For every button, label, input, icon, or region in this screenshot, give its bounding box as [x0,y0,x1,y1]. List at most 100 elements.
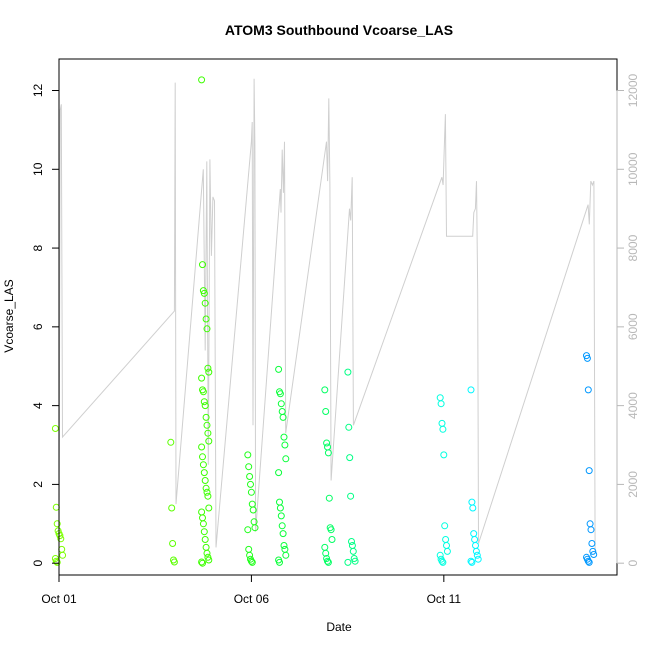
data-points [51,76,598,567]
data-point [469,504,477,512]
data-point [249,506,257,514]
data-point [200,528,208,536]
data-point [437,400,445,408]
data-point [201,299,209,307]
y-axis-right: 0 2000 4000 6000 8000 10000 12000 [616,73,640,567]
data-point [322,408,330,415]
data-point [474,555,482,563]
data-point [199,520,207,528]
overlay-line [58,78,596,552]
data-point [275,365,283,373]
data-point [244,526,252,534]
y2-tick-label: 4000 [626,392,640,419]
data-point [472,542,479,549]
x-tick-label: Oct 01 [41,592,77,606]
data-point [248,558,256,566]
data-point [325,494,333,502]
data-point [200,289,208,297]
data-point [203,549,211,557]
data-point [468,498,476,506]
data-point [52,503,60,511]
data-point [200,398,208,406]
data-point [170,558,178,566]
y-tick-label: 10 [31,162,45,176]
x-tick-label: Oct 11 [427,592,462,606]
data-point [321,543,329,551]
data-point [198,558,206,566]
data-point [202,543,210,551]
data-point [245,545,253,553]
data-point [327,526,335,534]
data-point [53,558,61,566]
y2-tick-label: 8000 [626,234,640,261]
data-point [443,542,450,549]
overlay-series [58,78,596,552]
data-point [247,480,254,488]
data-point [276,390,284,398]
data-point [199,453,206,461]
y2-tick-label: 2000 [626,471,640,498]
y-tick-label: 8 [31,244,45,251]
data-point [203,325,211,333]
data-point [278,408,286,415]
data-point [201,536,209,543]
plot-area-frame [58,58,618,576]
data-point [589,547,597,555]
data-point [279,413,287,421]
data-point [281,545,289,553]
data-point [348,538,355,545]
data-point [345,423,353,431]
data-point [441,522,449,530]
data-point [324,558,332,566]
data-point [348,542,356,549]
y-axis-left: 0 2 4 6 8 10 12 [31,84,60,567]
data-point [344,558,352,566]
data-point [199,514,206,522]
data-point [57,535,65,543]
data-point [202,413,210,421]
data-point [440,451,448,459]
data-point [169,540,177,547]
data-point [328,536,336,543]
data-point [244,451,252,459]
data-point [323,439,331,447]
data-point [324,449,332,457]
data-point [167,438,175,446]
data-point [584,386,592,394]
data-point [205,504,213,512]
data-point [470,530,478,538]
y-tick-label: 6 [31,323,45,330]
data-point [58,545,66,553]
data-point [277,400,285,408]
data-point [587,526,595,534]
data-point [584,557,592,565]
y-axis-label: Vcoarse_LAS [2,279,16,352]
data-point [204,364,212,372]
data-point [203,421,211,429]
data-point [472,547,480,555]
data-point [344,368,352,376]
data-point [471,536,479,543]
data-point [198,374,206,382]
data-point [201,402,209,410]
data-point [351,557,359,565]
data-point [199,261,206,269]
data-point [198,443,206,451]
data-point [467,386,475,394]
data-point [324,443,331,451]
data-point [282,551,290,559]
data-point [247,557,255,565]
data-point [200,469,208,477]
data-point [53,520,61,528]
data-point [436,394,444,402]
data-point [245,463,253,471]
data-point [59,551,67,559]
data-point [56,532,64,540]
data-point [201,477,209,484]
data-point [246,473,254,480]
y-tick-label: 2 [31,481,45,488]
data-point [205,437,213,445]
y-tick-label: 12 [31,84,45,98]
data-point [278,522,286,530]
y-tick-label: 4 [31,402,45,409]
